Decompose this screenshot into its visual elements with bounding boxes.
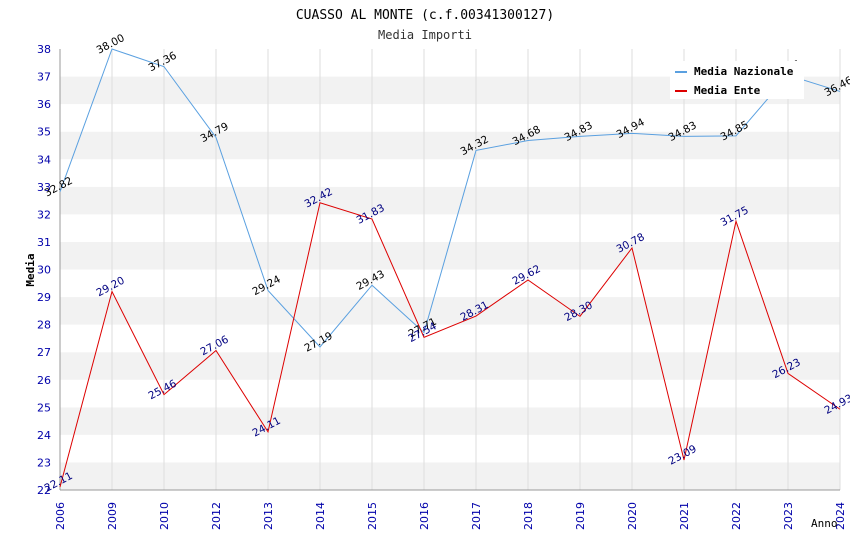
x-tick-label: 2018 (522, 502, 535, 530)
y-tick-label: 22 (37, 484, 51, 497)
plot-band (60, 462, 840, 490)
plot-band (60, 434, 840, 463)
y-tick-label: 23 (37, 456, 51, 469)
y-tick-label: 26 (37, 374, 51, 387)
x-tick-label: 2016 (418, 502, 431, 530)
plot-band (60, 352, 840, 380)
plot-band (60, 159, 840, 187)
y-tick-label: 24 (37, 429, 51, 442)
data-label-media-ente: 22.11 (43, 470, 75, 495)
x-tick-label: 2023 (782, 502, 795, 530)
y-tick-label: 31 (37, 236, 51, 249)
x-tick-label: 2024 (834, 502, 847, 530)
chart-subtitle: Media Importi (378, 28, 472, 42)
plot-band (60, 379, 840, 408)
chart-title: CUASSO AL MONTE (c.f.00341300127) (296, 8, 554, 23)
x-axis-label: Anno (811, 517, 838, 530)
y-tick-label: 38 (37, 43, 51, 56)
plot-band (60, 241, 840, 270)
x-tick-label: 2012 (210, 502, 223, 530)
plot-band (60, 186, 840, 215)
plot-background-bands (60, 49, 840, 490)
y-tick-label: 30 (37, 264, 51, 277)
series-line-media-ente (59, 202, 841, 488)
y-tick-label: 37 (37, 71, 51, 84)
plot-band (60, 269, 840, 298)
y-tick-label: 25 (37, 401, 51, 414)
x-tick-label: 2014 (314, 502, 327, 530)
legend: Media Nazionale Media Ente (670, 61, 804, 99)
series-lines (59, 48, 841, 488)
x-tick-label: 2013 (262, 502, 275, 530)
y-axis-ticks: 22 23 24 25 26 27 28 29 30 31 32 33 34 35 36 37 38 (37, 43, 51, 497)
axes (59, 49, 840, 491)
x-tick-label: 2019 (574, 502, 587, 530)
y-tick-label: 27 (37, 346, 51, 359)
plot-band (60, 104, 840, 132)
plot-band (60, 324, 840, 353)
x-tick-label: 2017 (470, 502, 483, 530)
plot-band (60, 297, 840, 325)
x-tick-label: 2006 (54, 502, 67, 530)
y-tick-label: 35 (37, 126, 51, 139)
x-tick-label: 2015 (366, 502, 379, 530)
x-tick-label: 2022 (730, 502, 743, 530)
legend-box (670, 61, 804, 99)
y-tick-label: 28 (37, 319, 51, 332)
y-tick-label: 29 (37, 291, 51, 304)
legend-label-media-ente: Media Ente (694, 84, 761, 97)
legend-label-media-nazionale: Media Nazionale (694, 65, 794, 78)
x-tick-label: 2021 (678, 502, 691, 530)
x-tick-label: 2009 (106, 502, 119, 530)
x-tick-label: 2020 (626, 502, 639, 530)
y-tick-label: 33 (37, 181, 51, 194)
y-tick-label: 34 (37, 153, 51, 166)
plot-band (60, 407, 840, 435)
x-axis-ticks: 2006 2009 2010 2012 2013 2014 2015 2016 2017 2018… (54, 502, 847, 530)
y-axis-label: Media (24, 253, 37, 286)
x-tick-label: 2010 (158, 502, 171, 530)
y-tick-label: 32 (37, 208, 51, 221)
plot-band (60, 214, 840, 242)
series-line-media-nazionale (59, 48, 841, 348)
y-tick-label: 36 (37, 98, 51, 111)
